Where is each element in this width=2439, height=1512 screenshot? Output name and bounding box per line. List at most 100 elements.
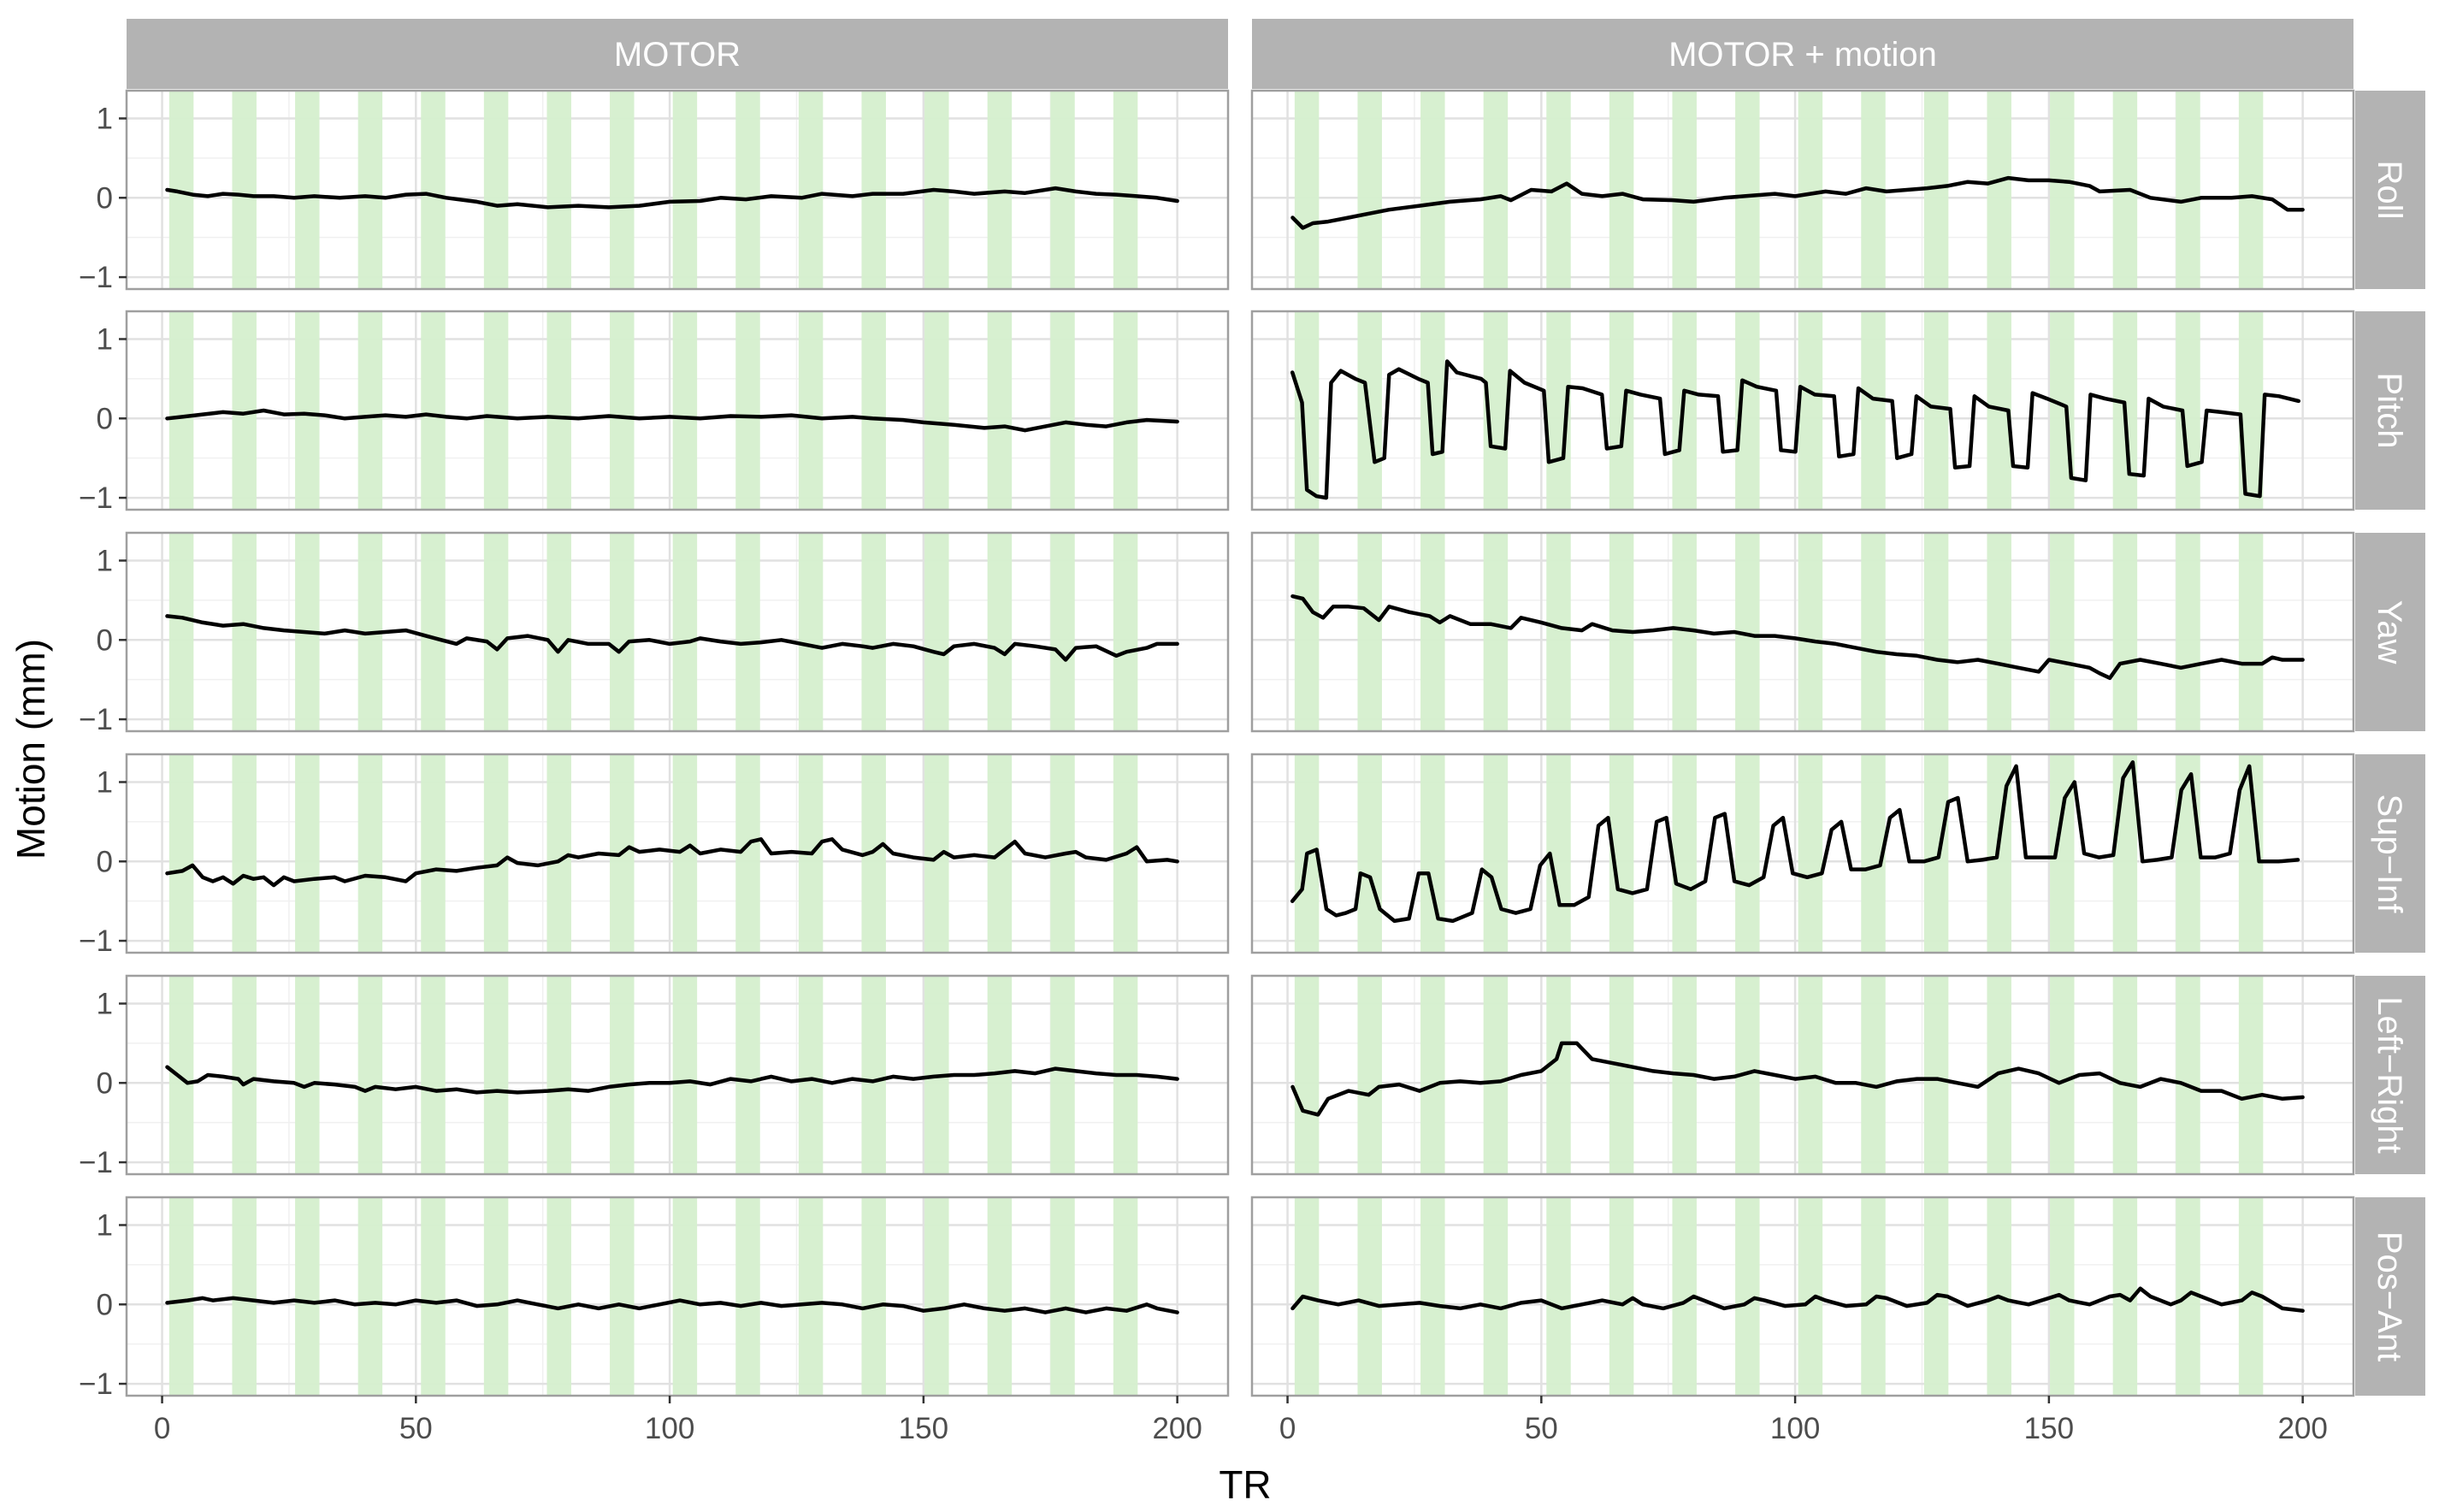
task-block <box>168 533 194 731</box>
panel-border <box>125 1196 1230 1397</box>
task-block <box>546 311 571 510</box>
task-block <box>421 533 446 731</box>
task-block <box>2050 976 2075 1174</box>
x-tick-label: 50 <box>399 1412 433 1445</box>
panels-layer <box>125 89 2355 1397</box>
motion-series-line <box>1290 760 2300 924</box>
task-block <box>421 91 446 289</box>
task-block <box>1609 1197 1634 1396</box>
task-block <box>2176 533 2200 731</box>
task-block <box>483 976 509 1174</box>
task-block <box>735 1197 760 1396</box>
y-tick-label: 1 <box>97 544 113 577</box>
row-strip-label: Pos−Ant <box>2371 1231 2408 1361</box>
task-block <box>1923 533 1949 731</box>
y-tick-label: 0 <box>97 1066 113 1100</box>
task-block <box>1923 754 1949 953</box>
task-block <box>168 1197 194 1396</box>
task-block <box>1357 91 1382 289</box>
x-tick-label: 50 <box>1525 1412 1558 1445</box>
task-block <box>168 311 194 510</box>
task-block <box>357 311 383 510</box>
task-block <box>1546 533 1571 731</box>
task-block <box>421 311 446 510</box>
column-strip <box>127 19 1228 89</box>
task-block <box>483 533 509 731</box>
row-strip <box>2355 754 2425 953</box>
task-block <box>1357 533 1382 731</box>
panel-motor-yaw <box>125 531 1230 733</box>
task-block <box>1483 533 1509 731</box>
row-strip-label: Left−Right <box>2371 996 2408 1153</box>
task-block <box>2112 533 2138 731</box>
motion-series-line <box>1290 359 2301 500</box>
task-block <box>2050 754 2075 953</box>
task-block <box>2176 754 2200 953</box>
x-tick-label: 100 <box>645 1412 694 1445</box>
task-block <box>1609 976 1634 1174</box>
task-block <box>1546 976 1571 1174</box>
row-strip-label: Roll <box>2371 161 2408 220</box>
task-block <box>357 754 383 953</box>
panel-border <box>1250 531 2355 733</box>
task-block <box>2112 754 2138 953</box>
task-block <box>672 976 698 1174</box>
panel-motor-motion-pos-ant <box>1250 1196 2355 1397</box>
x-tick-label: 150 <box>899 1412 948 1445</box>
task-block <box>168 754 194 953</box>
x-tick-label: 100 <box>1770 1412 1820 1445</box>
panel-border <box>125 310 1230 511</box>
task-block <box>546 533 571 731</box>
motion-series-line <box>165 1296 1179 1314</box>
task-block <box>295 91 320 289</box>
y-tick-label: −1 <box>79 924 113 958</box>
motion-series-line <box>165 408 1179 433</box>
task-block <box>798 1197 824 1396</box>
task-block <box>987 311 1013 510</box>
task-block <box>483 91 509 289</box>
task-block <box>1798 754 1823 953</box>
y-tick-label: −1 <box>79 1146 113 1179</box>
task-block <box>672 533 698 731</box>
task-block <box>672 754 698 953</box>
task-block <box>232 533 257 731</box>
ticks-layer: −1 0 1 −1 0 1 −1 0 1 −1 0 1 −1 0 1 −1 0 1 0 50 100 150 200 0 50 1… <box>79 102 2328 1445</box>
task-block <box>798 91 824 289</box>
task-block <box>1483 754 1509 953</box>
row-strip <box>2355 976 2425 1174</box>
y-axis-title: Motion (mm) <box>9 639 53 859</box>
task-block <box>1672 91 1697 289</box>
task-block <box>2050 91 2075 289</box>
task-block <box>1483 976 1509 1174</box>
panel-border <box>125 753 1230 954</box>
panel-border <box>1250 753 2355 954</box>
y-tick-label: 0 <box>97 623 113 657</box>
task-block <box>1050 976 1075 1174</box>
task-block <box>1113 1197 1138 1396</box>
task-block <box>2050 533 2075 731</box>
task-block <box>232 1197 257 1396</box>
task-block <box>1735 754 1760 953</box>
task-block <box>1113 533 1138 731</box>
task-block <box>1294 533 1320 731</box>
task-block <box>1861 533 1886 731</box>
task-block <box>295 311 320 510</box>
task-block <box>610 91 635 289</box>
task-block <box>1987 91 2011 289</box>
y-tick-label: 1 <box>97 322 113 356</box>
task-block <box>924 533 949 731</box>
task-block <box>546 976 571 1174</box>
x-tick-label: 0 <box>154 1412 170 1445</box>
task-block <box>798 976 824 1174</box>
y-tick-label: −1 <box>79 261 113 294</box>
task-block <box>1798 976 1823 1174</box>
task-block <box>735 91 760 289</box>
task-block <box>2238 533 2264 731</box>
panel-border <box>1250 1196 2355 1397</box>
motion-series-line <box>165 837 1179 888</box>
task-block <box>1050 311 1075 510</box>
task-block <box>2238 91 2264 289</box>
y-tick-label: 1 <box>97 987 113 1020</box>
y-tick-label: 0 <box>97 1288 113 1321</box>
